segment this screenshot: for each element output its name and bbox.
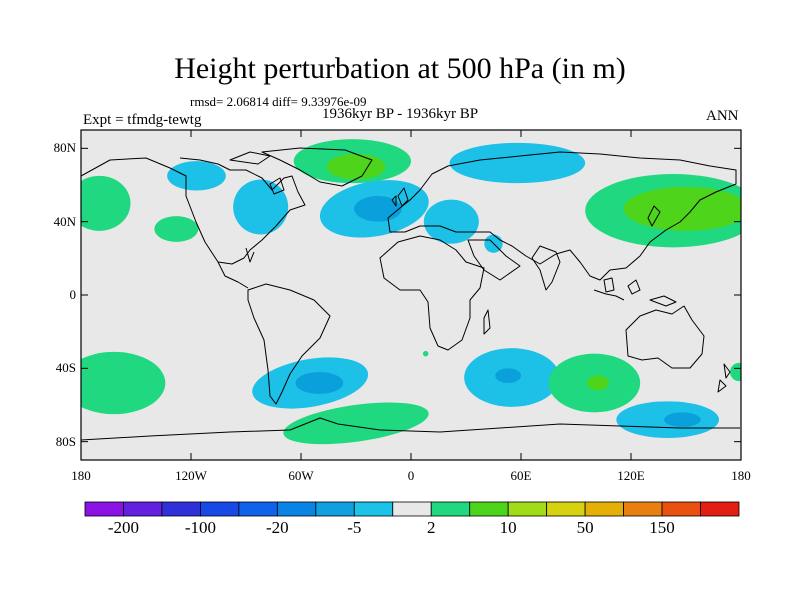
anomaly-core-atlantic [354,196,402,222]
colorbar-label: -5 [347,518,362,537]
colorbar-label: 50 [576,518,594,537]
lat-label: 40S [55,360,76,376]
colorbar-swatch [276,501,317,517]
coast-mexico [217,261,249,289]
colorbar-label: -20 [266,518,289,537]
lon-label: 60W [288,468,314,483]
colorbar-swatch [546,501,586,517]
lon-label: 60E [510,468,532,483]
season-label: ANN [706,108,739,124]
coast-australia [625,305,705,369]
colorbar-swatch [315,501,355,517]
coast-florida [245,247,255,263]
coast-madagascar [483,309,491,335]
lat-label: 40N [53,213,76,229]
coast-north-america [81,157,306,265]
coast-africa [379,235,485,351]
colorbar-swatch [392,501,432,517]
lon-label: 180 [731,468,751,483]
colorbar-label: 2 [426,518,436,537]
coastline-layer [81,147,740,441]
lat-label: 0 [69,287,77,302]
lon-label: 180 [71,468,91,483]
coast-indonesia [593,277,677,307]
lat-label: 80N [53,140,76,156]
colorbar-swatch [353,501,394,517]
colorbar-swatch [700,501,740,517]
anomaly-core-east-asia [623,186,741,231]
coast-japan [647,205,661,227]
colorbar-swatch [430,501,471,517]
anomaly-core-south-america [295,372,344,394]
colorbar-swatch [238,501,278,517]
coast-antarctica [81,417,740,441]
coast-arabia [467,239,521,281]
colorbar-label: -200 [107,518,140,537]
anomaly-pos-south-pacific-west [81,351,166,415]
rmsd-diff-line: rmsd= 2.06814 diff= 9.33976e-09 [190,94,367,109]
coast-south-america [247,283,331,405]
coast-arctic-islands [229,151,285,195]
anomaly-neg-na-east [233,179,289,235]
lon-label: 0 [407,468,415,483]
coast-greenland [261,147,373,187]
colorbar-swatch [161,501,201,517]
lon-label: 120E [617,468,645,483]
anomaly-neg-siberia [449,142,586,184]
experiment-label: Expt = tfmdg-tewtg [83,112,202,128]
lat-label: 80S [55,433,76,449]
colorbar-swatch [84,501,124,517]
colorbar-swatch [200,501,240,517]
period-line: 1936kyr BP - 1936kyr BP [322,106,479,122]
colorbar-swatch [123,501,163,517]
coast-eurasia [387,151,737,281]
colorbar-swatch [661,501,701,517]
colorbar-label: 150 [649,518,675,537]
anomaly-core-south-pacific [664,412,701,427]
colorbar-swatch [469,501,509,517]
lon-label: 120W [175,468,207,483]
map-frame [80,129,742,461]
coast-new-zealand [717,363,731,393]
anomaly-neg-europe [423,199,479,244]
anomaly-core-indian-ocean [587,375,609,391]
anomaly-core-south-africa [495,368,521,383]
colorbar [84,501,740,517]
anomaly-pos-southern-atlantic [283,402,429,445]
colorbar-swatch [584,501,624,517]
anomaly-pos-east-edge [730,362,741,382]
anomaly-pos-pacific-center [154,216,199,242]
anomaly-pos-north-pacific-west [81,175,131,231]
coast-india [531,245,561,291]
plot-title: Height perturbation at 500 hPa (in m) [174,52,626,85]
anomaly-pos-small-atlantic [422,350,429,357]
coast-britain [391,187,409,207]
anomaly-core-greenland [326,153,386,180]
colorbar-label: 10 [499,518,517,537]
colorbar-swatch [507,501,548,517]
colorbar-swatch [623,501,663,517]
anomaly-pos-west-edge [81,192,91,222]
colorbar-label: -100 [184,518,216,537]
anomaly-neg-na-west [167,161,226,191]
